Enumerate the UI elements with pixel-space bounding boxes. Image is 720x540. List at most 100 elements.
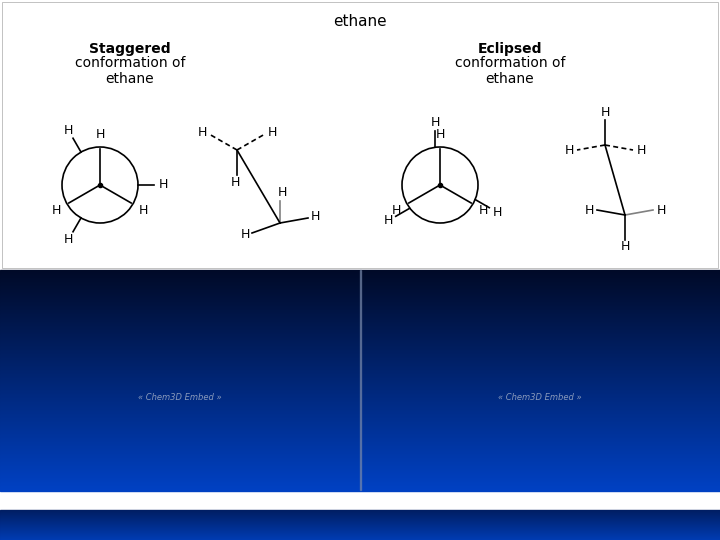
Bar [0,284,720,286]
Text: H: H [310,210,320,222]
Bar [0,380,720,381]
Bar [0,276,720,278]
Bar [0,321,720,322]
Bar [0,352,720,354]
Bar [0,299,720,300]
Bar [0,290,720,292]
Bar [0,348,720,349]
Bar [0,444,720,446]
Bar [0,428,720,429]
Bar [0,327,720,328]
Bar [0,309,720,310]
Bar [0,472,720,474]
Bar [0,460,720,462]
Bar [0,277,720,279]
Bar [0,432,720,434]
Bar [0,383,720,384]
Bar [0,289,720,291]
Bar [0,286,720,287]
Bar [0,480,720,482]
Bar [0,466,720,468]
Bar [0,300,720,301]
Text: H: H [636,144,646,157]
Bar [0,386,720,388]
Bar [0,527,720,529]
Bar [0,537,720,538]
Bar [0,363,720,364]
Bar [0,372,720,374]
Bar [0,367,720,368]
Text: H: H [240,228,250,241]
Text: H: H [158,179,168,192]
Bar [0,331,720,333]
Bar [0,274,720,275]
Bar [0,271,720,273]
Bar [0,443,720,444]
Bar [0,350,720,352]
Bar [0,530,720,531]
Bar [0,358,720,360]
Bar [0,303,720,305]
Bar [0,441,720,442]
Bar [0,404,720,406]
Bar [0,423,720,424]
Bar [0,282,720,284]
Bar [0,307,720,308]
Bar [0,424,720,426]
Bar [0,329,720,330]
Bar [0,376,720,377]
Bar [0,285,720,287]
Bar [0,366,720,368]
Bar [0,312,720,314]
Bar [0,371,720,373]
Bar [0,450,720,451]
Bar [360,270,361,490]
Bar [0,314,720,315]
Bar [0,357,720,359]
Text: conformation of
ethane: conformation of ethane [75,56,185,86]
Bar [0,520,720,522]
Bar [0,397,720,399]
Bar [0,487,720,489]
Bar [0,344,720,346]
Bar [0,475,720,476]
Bar [0,511,720,512]
Bar [0,426,720,428]
Bar [0,362,720,363]
Text: H: H [431,116,440,129]
Bar [0,519,720,521]
Bar [0,470,720,471]
Bar [0,474,720,476]
Bar [0,317,720,319]
Bar [0,272,720,273]
Bar [0,326,720,327]
Bar [0,336,720,338]
Text: H: H [52,204,61,217]
Text: H: H [436,129,445,141]
Bar [2,2,718,268]
Bar [0,333,720,334]
Bar [0,512,720,514]
Bar [0,521,720,523]
Bar [0,442,720,443]
Bar [0,416,720,417]
Bar [0,354,720,355]
Text: H: H [600,106,610,119]
Bar [0,449,720,450]
Bar [0,322,720,323]
Bar [0,524,720,525]
Bar [0,369,720,370]
Bar [0,484,720,485]
Text: Staggered: Staggered [89,42,171,56]
Text: H: H [383,214,392,227]
Bar [0,388,720,389]
Bar [0,485,720,487]
Bar [0,332,720,334]
Bar [0,396,720,397]
Bar [0,311,720,313]
Bar [0,419,720,421]
Bar [0,417,720,418]
Text: H: H [657,204,666,217]
Bar [0,414,720,415]
Bar [0,534,720,536]
